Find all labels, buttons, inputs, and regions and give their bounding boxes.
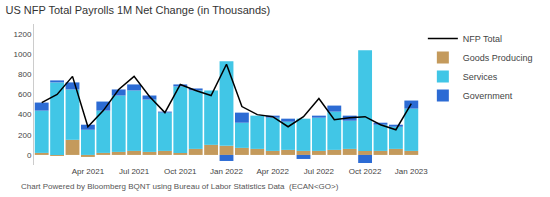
svg-text:600: 600: [18, 90, 32, 99]
svg-text:Goods Producing: Goods Producing: [463, 53, 533, 63]
svg-text:1000: 1000: [14, 50, 32, 59]
svg-text:1200: 1200: [14, 30, 32, 39]
svg-text:200: 200: [18, 131, 32, 140]
svg-text:Government: Government: [463, 91, 513, 101]
svg-text:Apr 2021: Apr 2021: [72, 167, 105, 176]
svg-text:Jan 2023: Jan 2023: [395, 167, 428, 176]
svg-text:Jul 2021: Jul 2021: [119, 167, 150, 176]
svg-text:Apr 2022: Apr 2022: [256, 167, 289, 176]
svg-text:US NFP Total Payrolls 1M Net C: US NFP Total Payrolls 1M Net Change (in …: [6, 4, 271, 16]
svg-text:Oct 2021: Oct 2021: [164, 167, 197, 176]
svg-text:Jul 2022: Jul 2022: [304, 167, 335, 176]
svg-text:NFP Total: NFP Total: [463, 34, 502, 44]
svg-text:Chart Powered by Bloomberg BQN: Chart Powered by Bloomberg BQNT using Bu…: [21, 182, 339, 191]
svg-text:400: 400: [18, 110, 32, 119]
svg-text:Services: Services: [463, 72, 498, 82]
svg-text:800: 800: [18, 70, 32, 79]
svg-text:0: 0: [27, 151, 32, 160]
svg-text:Oct 2022: Oct 2022: [349, 167, 382, 176]
svg-text:Jan 2022: Jan 2022: [210, 167, 243, 176]
